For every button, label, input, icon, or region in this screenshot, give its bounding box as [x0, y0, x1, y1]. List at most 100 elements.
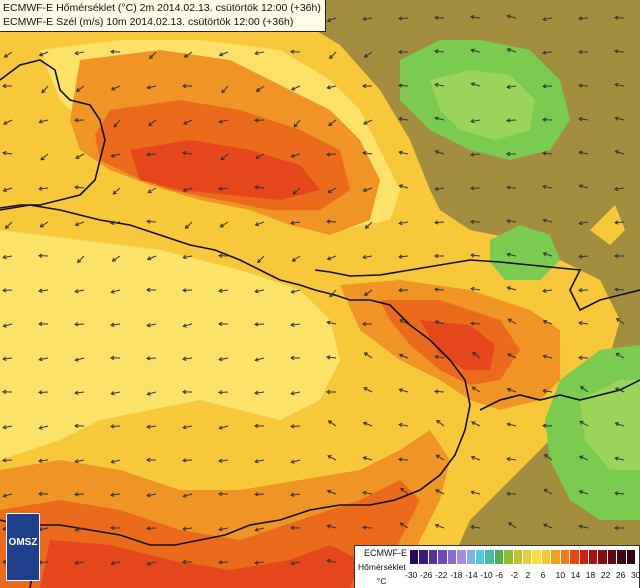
wind-arrow — [614, 492, 625, 495]
wind-arrow — [76, 85, 85, 92]
wind-arrow-head — [434, 82, 439, 88]
wind-arrow — [470, 254, 481, 257]
legend-tick-label: -10 — [480, 570, 493, 580]
wind-arrow-head — [219, 223, 224, 228]
legend-tick-label: -18 — [450, 570, 463, 580]
wind-arrow-head — [470, 48, 475, 53]
wind-arrow-head — [326, 18, 332, 23]
wind-arrow-head — [435, 454, 440, 459]
wind-arrow — [363, 422, 373, 427]
wind-arrow-head — [290, 424, 295, 429]
wind-arrow — [112, 187, 121, 195]
wind-arrow — [291, 391, 301, 395]
wind-arrow-head — [74, 423, 79, 429]
wind-arrow — [471, 526, 481, 529]
wind-arrow-head — [614, 49, 619, 54]
wind-arrow-head — [146, 85, 151, 90]
wind-arrow — [3, 323, 13, 327]
wind-arrow-head — [110, 355, 115, 361]
wind-arrow-head — [38, 357, 43, 362]
wind-arrow-head — [38, 321, 43, 327]
wind-arrow-head — [110, 322, 115, 327]
wind-arrow-head — [470, 321, 475, 326]
wind-arrow-head — [506, 14, 511, 19]
wind-arrow — [3, 255, 13, 259]
wind-arrow — [256, 85, 265, 92]
wind-arrow — [507, 220, 517, 223]
wind-arrow-head — [182, 150, 187, 156]
wind-arrow — [579, 151, 589, 155]
wind-arrow-head — [2, 526, 7, 531]
wind-arrow — [363, 255, 373, 259]
wind-arrow — [435, 83, 445, 87]
wind-arrow-head — [182, 83, 187, 89]
wind-arrow — [579, 525, 589, 529]
wind-arrow — [435, 355, 445, 359]
wind-arrow-head — [74, 117, 79, 123]
wind-arrow-head — [2, 187, 7, 193]
wind-arrow — [149, 51, 157, 59]
wind-arrow — [363, 457, 373, 461]
wind-arrow — [507, 253, 517, 257]
wind-arrow-head — [74, 527, 79, 532]
legend-swatch — [410, 550, 420, 564]
wind-arrow-head — [435, 489, 440, 494]
wind-arrow — [327, 321, 337, 325]
wind-arrow-head — [614, 387, 620, 392]
wind-arrow-head — [434, 116, 439, 121]
wind-arrow — [615, 83, 625, 87]
wind-arrow-head — [398, 116, 403, 122]
wind-arrow-head — [434, 523, 440, 528]
wind-arrow-head — [149, 54, 154, 60]
wind-arrow — [257, 255, 265, 263]
wind-arrow-head — [2, 150, 7, 156]
wind-arrow — [113, 119, 121, 128]
wind-arrow — [364, 352, 373, 359]
legend-tick-label: -22 — [435, 570, 448, 580]
wind-arrow-head — [398, 388, 403, 393]
legend-unit: °C — [377, 576, 387, 586]
wind-arrow — [327, 525, 337, 529]
wind-arrow — [291, 459, 301, 463]
temperature-band-red-north — [130, 140, 320, 200]
wind-arrow-head — [578, 184, 583, 189]
wind-arrow — [220, 221, 229, 228]
wind-arrow — [472, 352, 481, 359]
wind-arrow-head — [2, 356, 7, 361]
wind-arrow-head — [38, 425, 43, 430]
wind-arrow-head — [362, 150, 367, 156]
legend-swatch — [457, 550, 467, 564]
wind-arrow — [75, 289, 85, 293]
wind-arrow-head — [614, 525, 619, 531]
wind-arrow — [219, 51, 229, 56]
wind-arrow-head — [362, 187, 367, 193]
wind-arrow-head — [148, 122, 153, 127]
wind-arrow — [326, 220, 337, 223]
wind-arrow — [507, 48, 517, 53]
wind-arrow-head — [290, 391, 295, 396]
wind-arrow — [615, 150, 625, 155]
wind-arrow-head — [398, 422, 403, 428]
wind-arrow — [434, 390, 445, 393]
wind-arrow-head — [146, 526, 151, 531]
legend-tick-label: 14 — [570, 570, 581, 580]
wind-arrow-head — [290, 322, 295, 327]
wind-arrow — [293, 119, 301, 128]
wind-arrow — [398, 17, 409, 20]
wind-arrow — [327, 559, 337, 563]
wind-arrow-head — [218, 560, 223, 565]
legend-swatch — [579, 550, 590, 564]
wind-arrow-head — [74, 560, 79, 565]
wind-arrow-head — [362, 16, 367, 22]
wind-arrow-head — [110, 424, 115, 429]
wind-arrow-head — [146, 356, 151, 361]
wind-arrow — [327, 490, 337, 495]
wind-arrow-head — [254, 527, 259, 532]
wind-arrow-head — [614, 82, 619, 88]
map-header: ECMWF-E Hőmérséklet (°C) 2m 2014.02.13. … — [0, 0, 326, 32]
wind-arrow-head — [363, 352, 369, 357]
wind-arrow — [148, 119, 157, 126]
wind-arrow-head — [398, 184, 403, 189]
legend-tick-label: 2 — [525, 570, 531, 580]
wind-arrow-head — [38, 491, 43, 497]
